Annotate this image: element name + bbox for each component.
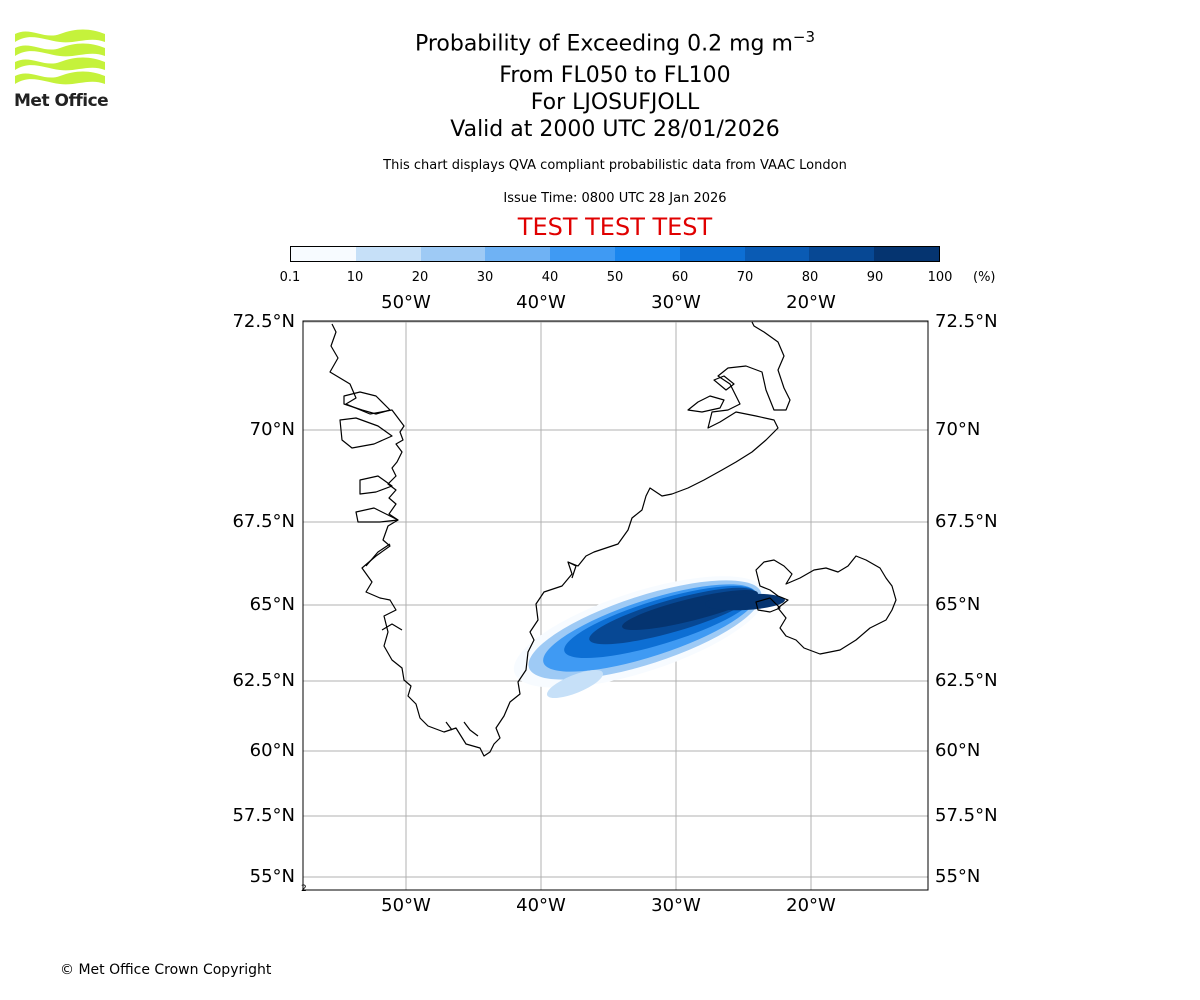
coastlines [329, 321, 897, 757]
logo-text: Met Office [14, 91, 109, 111]
volcano-line: For LJOSUFJOLL [530, 90, 700, 115]
test-banner: TEST TEST TEST [517, 213, 713, 241]
iceland-peninsula [755, 597, 781, 613]
greenland-inlet [713, 375, 735, 391]
colorbar-segment [614, 247, 680, 261]
lon-label-bottom: 20°W [786, 895, 836, 916]
colorbar-segment [874, 247, 939, 261]
issue-time: Issue Time: 0800 UTC 28 Jan 2026 [503, 191, 727, 206]
colorbar-tick-label: 90 [866, 270, 884, 285]
greenland-inlet [445, 721, 453, 731]
lat-label-left: 70°N [249, 419, 295, 440]
colorbar-segment [679, 247, 745, 261]
greenland-inlet [365, 543, 391, 567]
colorbar-segment [420, 247, 486, 261]
ash-contour-low [546, 670, 604, 698]
lat-label-right: 72.5°N [935, 311, 998, 332]
greenland-inlet [567, 561, 577, 579]
colorbar [290, 246, 940, 262]
lat-label-left: 67.5°N [232, 511, 295, 532]
lon-label-top: 50°W [381, 292, 431, 313]
colorbar-tick-label: 80 [801, 270, 819, 285]
colorbar-tick-label: 0.1 [279, 270, 301, 285]
lat-label-right: 62.5°N [935, 670, 998, 691]
lat-label-right: 55°N [935, 866, 981, 887]
iceland-coastline [755, 555, 897, 655]
colorbar-tick-label: 50 [606, 270, 624, 285]
lat-label-left: 62.5°N [232, 670, 295, 691]
greenland-inlet [463, 721, 479, 737]
colorbar-segment [355, 247, 421, 261]
greenland-inlet [343, 391, 391, 415]
map-frame [302, 320, 929, 891]
lat-label-right: 60°N [935, 740, 981, 761]
greenland-inlet [381, 623, 403, 631]
greenland-inlet [355, 507, 399, 523]
colorbar-tick-label: 40 [541, 270, 559, 285]
flight-level-line: From FL050 to FL100 [499, 63, 731, 88]
colorbar-tick-label: 20 [411, 270, 429, 285]
lat-label-right: 70°N [935, 419, 981, 440]
lon-label-top: 20°W [786, 292, 836, 313]
lon-label-bottom: 40°W [516, 895, 566, 916]
lat-label-left: 72.5°N [232, 311, 295, 332]
lon-label-top: 40°W [516, 292, 566, 313]
colorbar-tick-label: 10 [346, 270, 364, 285]
waves-icon [15, 29, 105, 85]
ash-probability-field [513, 576, 785, 698]
lat-label-right: 57.5°N [935, 805, 998, 826]
lat-label-left: 55°N [249, 866, 295, 887]
ash-contour-high [705, 593, 785, 611]
colorbar-unit: (%) [973, 270, 996, 285]
lat-label-right: 65°N [935, 594, 981, 615]
chart-title-text: Probability of Exceeding 0.2 mg m [414, 31, 793, 57]
chart-title: Probability of Exceeding 0.2 mg m−3 [0, 28, 1200, 56]
lat-label-left: 57.5°N [232, 805, 295, 826]
greenland-inlet [687, 395, 725, 413]
colorbar-segment [485, 247, 551, 261]
lon-label-bottom: 30°W [651, 895, 701, 916]
colorbar-tick-label: 30 [476, 270, 494, 285]
colorbar-segment [550, 247, 615, 261]
colorbar-segment [744, 247, 810, 261]
colorbar-tick-label: 60 [671, 270, 689, 285]
lon-label-top: 30°W [651, 292, 701, 313]
source-marker: 2 [301, 884, 307, 894]
copyright-footer: © Met Office Crown Copyright [60, 962, 272, 978]
colorbar-segment [809, 247, 875, 261]
colorbar-tick-label: 70 [736, 270, 754, 285]
greenland-inlet [339, 417, 393, 449]
colorbar-segment [291, 247, 356, 261]
lat-label-left: 65°N [249, 594, 295, 615]
greenland-inlet [359, 475, 393, 495]
lat-label-right: 67.5°N [935, 511, 998, 532]
met-office-logo: Met Office [14, 28, 109, 113]
colorbar-tick-label: 100 [927, 270, 953, 285]
chart-subtitle: This chart displays QVA compliant probab… [383, 158, 847, 173]
greenland-coastline [329, 321, 791, 757]
chart-title-exponent: −3 [792, 28, 816, 46]
lon-label-bottom: 50°W [381, 895, 431, 916]
valid-time-line: Valid at 2000 UTC 28/01/2026 [450, 117, 780, 142]
lat-label-left: 60°N [249, 740, 295, 761]
